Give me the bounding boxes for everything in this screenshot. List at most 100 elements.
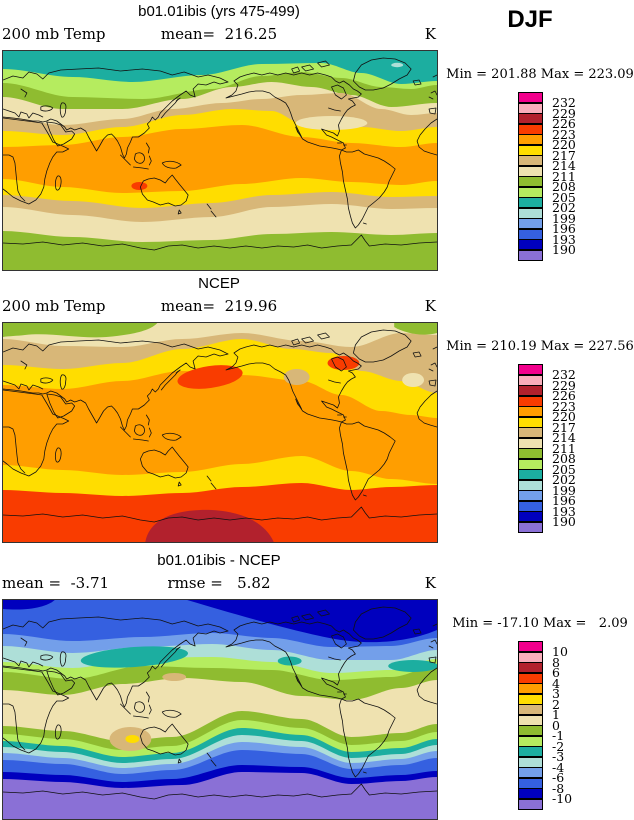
legend-label: 226 [552,116,576,131]
legend-swatch [518,186,543,198]
legend-swatch [518,113,543,124]
panel-diff: b01.01ibis - NCEP mean = -3.71 rmse = 5.… [0,549,634,820]
legend-swatch [518,144,543,156]
legend-swatch [518,490,543,501]
legend-label: 0 [552,717,560,733]
legend-swatch [518,134,543,145]
legend-swatch [518,714,543,726]
contour-map-obs [3,323,437,542]
legend-label: 193 [552,231,576,247]
stats-row: 200 mb Temp mean= 216.25 K [2,25,436,44]
legend-label: 205 [552,189,576,205]
contour-map-diff [3,600,437,819]
legend-label: 4 [552,675,560,691]
panel-title: b01.01ibis - NCEP [157,552,281,569]
legend-label: 1 [552,707,560,722]
legend-swatch [518,511,543,522]
legend-swatch [518,155,543,166]
legend-label: 220 [552,137,576,152]
legend-swatch [518,788,543,799]
legend-label: 199 [552,482,576,498]
legend-label: 214 [552,430,576,445]
legend-label: 211 [552,168,576,184]
legend-swatch [518,427,543,438]
legend-swatch [518,406,543,417]
legend-label: 193 [552,503,576,519]
legend-swatch [518,228,543,240]
mean-label: mean= 219.96 [160,297,278,315]
panel-obs: NCEP 200 mb Temp mean= 219.96 K Min = 21… [0,272,634,544]
minmax-label: Min = 210.19 Max = 227.56 [446,339,634,354]
legend-swatch [518,746,543,757]
legend-label: 217 [552,419,576,435]
unit-label: K [424,574,436,592]
legend-swatch [518,479,543,491]
legend-swatch [518,672,543,684]
legend-swatch [518,735,543,747]
legend-label: 10 [552,644,568,659]
rmse-label: rmse = 5.82 [167,574,271,592]
legend-label: 199 [552,210,576,226]
map-model [2,50,438,271]
variable-label: 200 mb Temp [2,297,106,315]
legend-label: 229 [552,377,576,393]
legend-swatch [518,725,543,736]
legend-swatch [518,704,543,715]
colorbar-temp: 232 229 226 223 220 217 214 211 208 205 202 199 196 1… [518,92,588,262]
legend-label: 196 [552,493,576,508]
legend-label: 190 [552,242,576,257]
legend-swatch [518,500,543,512]
legend-label: 223 [552,126,576,142]
legend-label: 229 [552,105,576,121]
legend-label: 208 [552,451,576,466]
legend-swatch [518,102,543,114]
legend-label: 205 [552,461,576,477]
legend-label: 226 [552,388,576,403]
legend-label: 223 [552,398,576,414]
legend-swatch [518,207,543,219]
legend-swatch [518,364,543,375]
legend-label: 8 [552,654,560,670]
legend-label: 232 [552,95,576,110]
legend-swatch [518,756,543,768]
legend-label: 196 [552,221,576,236]
legend-label: -10 [552,791,573,806]
stats-row: 200 mb Temp mean= 219.96 K [2,297,436,316]
legend-swatch [518,92,543,103]
legend-label: -6 [552,770,565,785]
legend-swatch [518,641,543,652]
legend-label: 211 [552,440,576,456]
legend-label: 6 [552,665,560,680]
legend-swatch [518,767,543,778]
minmax-label: Min = 201.88 Max = 223.09 [446,67,634,82]
minmax-label: Min = -17.10 Max = 2.09 [452,616,628,631]
legend-label: 214 [552,158,576,173]
season-title: DJF [507,6,553,33]
contour-map-model [3,51,437,270]
legend-label: 2 [552,696,560,712]
legend-swatch [518,662,543,673]
mean-label: mean= 216.25 [160,25,278,43]
legend-label: 232 [552,367,576,382]
legend-swatch [518,683,543,694]
legend-swatch [518,165,543,177]
legend-swatch [518,448,543,459]
legend-label: 202 [552,472,576,487]
legend-swatch [518,395,543,407]
legend-label: 220 [552,409,576,424]
legend-swatch [518,651,543,663]
legend-swatch [518,458,543,470]
map-diff [2,599,438,820]
legend-label: -3 [552,749,565,764]
unit-label: K [424,297,436,315]
colorbar-temp: 232 229 226 223 220 217 214 211 208 205 202 199 196 1… [518,364,588,534]
unit-label: K [424,25,436,43]
legend-swatch [518,176,543,187]
legend-label: -2 [552,738,565,754]
legend-label: 217 [552,147,576,163]
legend-label: 190 [552,514,576,529]
stats-row: mean = -3.71 rmse = 5.82 K [2,574,436,593]
legend-swatch [518,197,543,208]
colorbar-diff: 10 8 6 4 3 2 1 0 -1 -2 -3 -4 -6 -8 -10 [518,641,588,811]
